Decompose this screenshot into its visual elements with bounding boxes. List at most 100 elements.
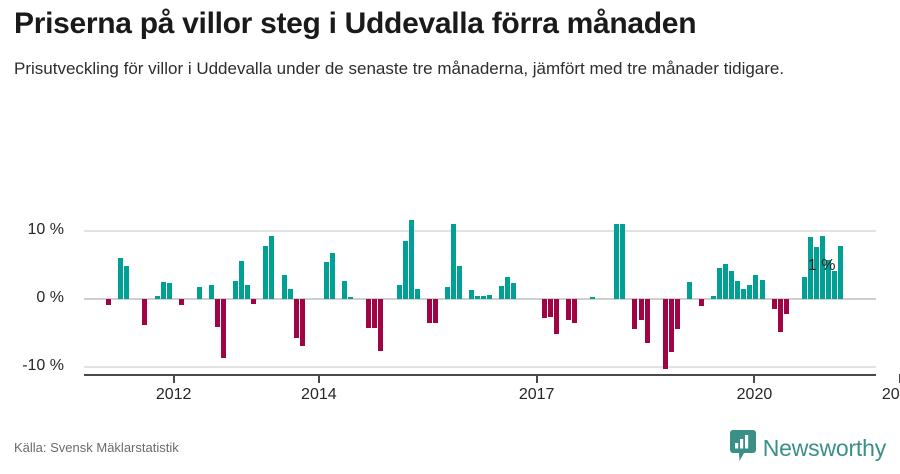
bar [813, 247, 819, 299]
bar [348, 296, 354, 299]
bar [747, 284, 753, 299]
bar [342, 280, 348, 299]
bar [408, 220, 414, 299]
bar [215, 299, 220, 327]
bar [444, 287, 450, 299]
y-tick-label: 0 % [36, 289, 64, 306]
x-axis: 2012 2014 2017 2020 2022 [0, 374, 900, 414]
bar [124, 265, 130, 299]
last-value-annotation: 1 % [807, 257, 836, 274]
bar [426, 299, 432, 323]
bar [432, 299, 438, 323]
gridline-0 [84, 298, 876, 300]
bar [541, 299, 547, 319]
bar [154, 295, 160, 299]
bar [832, 271, 838, 299]
bar [735, 280, 741, 299]
bar [801, 276, 807, 299]
bar [106, 299, 112, 306]
gridline--10 [84, 366, 876, 368]
x-tick [317, 374, 320, 383]
bar [838, 245, 844, 299]
bar [239, 260, 245, 299]
x-tick-label: 2014 [301, 386, 337, 403]
bar [287, 289, 293, 299]
bar [686, 282, 692, 299]
chart-subtitle: Prisutveckling för villor i Uddevalla un… [14, 59, 785, 79]
y-tick-label: -10 % [22, 357, 64, 374]
page-title: Priserna på villor steg i Uddevalla förr… [14, 7, 697, 40]
bar [402, 241, 408, 299]
x-tick-label: 2012 [155, 386, 192, 403]
bar [759, 279, 765, 299]
bar [729, 271, 735, 299]
bar [783, 299, 789, 314]
x-tick [535, 374, 538, 383]
bar [142, 299, 148, 325]
newsworthy-logo[interactable]: Newsworthy [729, 430, 886, 467]
newsworthy-logo-text: Newsworthy [762, 435, 886, 461]
bar [614, 223, 620, 299]
bar [753, 274, 759, 299]
bar [499, 286, 505, 299]
bar [826, 259, 832, 299]
bar [741, 289, 747, 299]
bar [699, 299, 704, 306]
bar [245, 284, 251, 299]
bar [414, 288, 420, 299]
bar [457, 266, 462, 299]
bar [263, 245, 269, 299]
bars-group [84, 196, 876, 374]
bar [475, 295, 481, 299]
bar [644, 299, 650, 344]
bar [281, 274, 287, 299]
bar [233, 280, 239, 299]
chart-footer: Källa: Svensk Mäklarstatistik Newsworthy [0, 428, 900, 474]
bar [487, 294, 493, 299]
bar [711, 295, 717, 299]
x-tick-label: 2017 [518, 386, 555, 403]
bar [662, 299, 668, 370]
bar [505, 276, 511, 299]
bar [196, 287, 202, 299]
bar [511, 282, 517, 299]
bar [299, 299, 305, 346]
bar [771, 299, 777, 310]
newsworthy-barchart-pin-icon [729, 430, 756, 467]
bar [469, 290, 475, 299]
bar [820, 235, 825, 299]
bar [668, 299, 674, 353]
bar [208, 284, 214, 299]
bar [565, 299, 571, 321]
bar [481, 295, 487, 299]
x-tick [898, 374, 900, 383]
bar [674, 299, 680, 329]
bar [723, 263, 729, 299]
x-tick-label: 2020 [736, 386, 773, 403]
bar [378, 299, 384, 351]
bar [717, 267, 723, 299]
bar [118, 257, 124, 299]
bar [547, 299, 553, 317]
bar [777, 299, 783, 332]
bar [178, 299, 184, 306]
bar [251, 299, 257, 305]
chart-header: Priserna på villor steg i Uddevalla förr… [0, 0, 900, 81]
bar [366, 299, 372, 328]
bar [166, 282, 172, 299]
bar [329, 252, 335, 299]
bar [293, 299, 299, 339]
x-tick-label: 2022 [881, 386, 900, 403]
bar [638, 299, 644, 321]
y-tick-label: 10 % [27, 221, 64, 238]
bar [553, 299, 559, 334]
x-axis-line [84, 374, 876, 376]
chart-plot-area: 10 % 0 % -10 % 1 % [0, 196, 900, 396]
x-tick [753, 374, 756, 383]
bar [323, 262, 329, 299]
bar [807, 237, 813, 299]
bar [590, 297, 596, 299]
bar [620, 224, 626, 299]
bar [632, 299, 638, 329]
bar [160, 282, 166, 299]
